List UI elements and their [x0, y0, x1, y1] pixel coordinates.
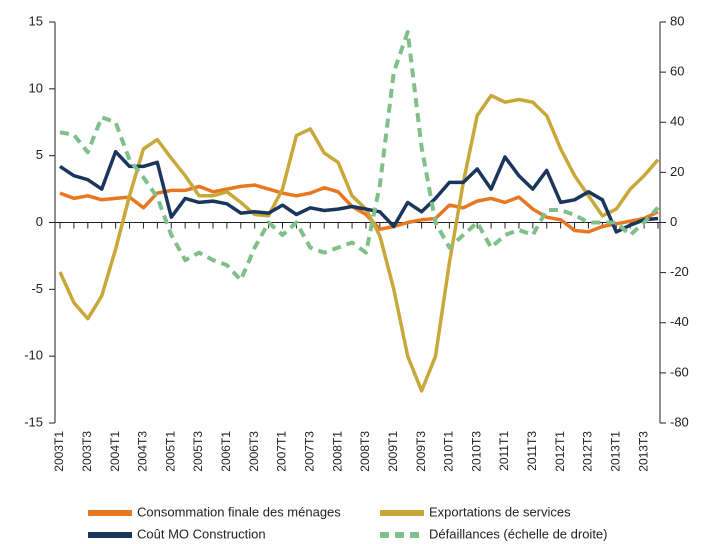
y-tick-label: 0 [36, 214, 43, 229]
series-line [59, 183, 659, 234]
x-tick-label: 2010T1 [442, 431, 456, 472]
y2-tick-label: 20 [670, 164, 684, 179]
x-tick-label: 2004T1 [108, 431, 122, 472]
y-tick-label: 15 [29, 13, 43, 28]
x-tick-label: 2005T3 [191, 431, 205, 472]
y-tick-label: -15 [24, 414, 43, 429]
x-tick-label: 2009T3 [414, 431, 428, 472]
y-tick-label: -5 [31, 281, 43, 296]
x-tick-label: 2006T1 [219, 431, 233, 472]
y2-tick-label: 80 [670, 13, 684, 28]
series-line [58, 93, 660, 393]
x-tick-label: 2006T3 [247, 431, 261, 472]
x-tick-label: 2013T3 [636, 431, 650, 472]
x-tick-label: 2012T3 [581, 431, 595, 472]
x-tick-label: 2008T1 [330, 431, 344, 472]
legend-label: Consommation finale des ménages [137, 504, 341, 519]
y-tick-label: 5 [36, 147, 43, 162]
y2-tick-label: -80 [670, 414, 689, 429]
y2-tick-label: 40 [670, 114, 684, 129]
series-line [59, 149, 659, 234]
y2-tick-label: 0 [670, 214, 677, 229]
y-tick-label: -10 [24, 348, 43, 363]
x-tick-label: 2004T3 [136, 431, 150, 472]
x-tick-label: 2011T3 [525, 431, 539, 471]
x-tick-label: 2012T1 [553, 431, 567, 472]
x-tick-label: 2008T3 [358, 431, 372, 472]
x-tick-label: 2013T1 [608, 431, 622, 472]
x-tick-label: 2007T3 [302, 431, 316, 472]
x-tick-label: 2007T1 [275, 431, 289, 472]
x-tick-label: 2003T1 [52, 431, 66, 472]
legend-label: Défaillances (échelle de droite) [429, 526, 607, 541]
x-tick-label: 2009T1 [386, 431, 400, 472]
y2-tick-label: -60 [670, 364, 689, 379]
y2-tick-label: -40 [670, 314, 689, 329]
x-tick-label: 2010T3 [469, 431, 483, 472]
legend-label: Exportations de services [429, 504, 571, 519]
series-line [59, 30, 660, 283]
x-tick-label: 2003T3 [80, 431, 94, 472]
y2-tick-label: -20 [670, 264, 689, 279]
x-tick-label: 2011T1 [497, 431, 511, 471]
x-tick-label: 2005T1 [163, 431, 177, 472]
y-tick-label: 10 [29, 80, 43, 95]
legend-label: Coût MO Construction [137, 526, 266, 541]
y2-tick-label: 60 [670, 64, 684, 79]
